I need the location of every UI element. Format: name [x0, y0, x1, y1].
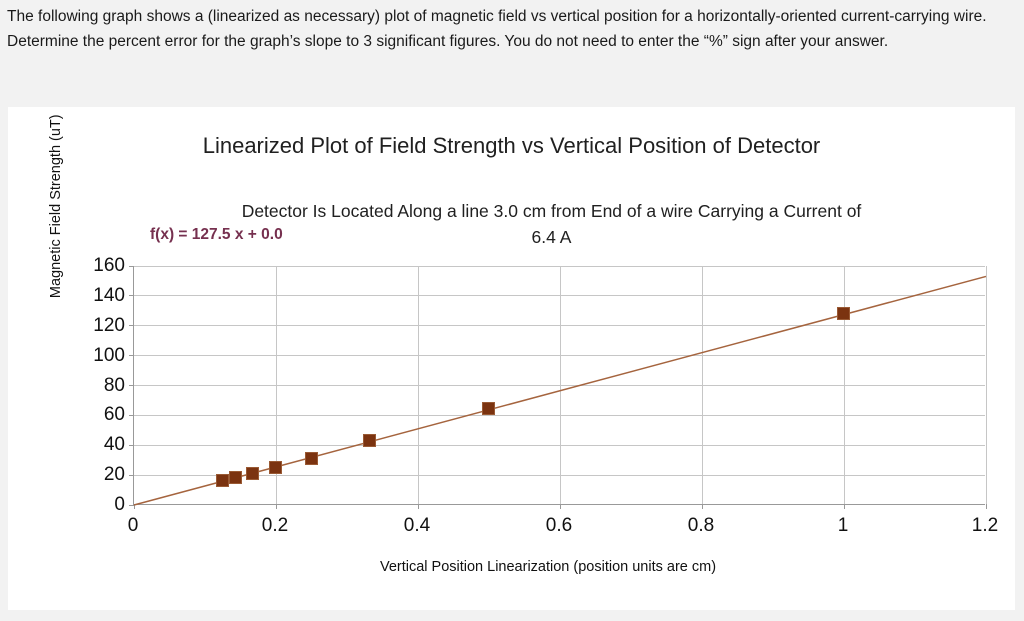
y-tick-mark: [129, 474, 134, 476]
data-point: [304, 451, 318, 465]
vertical-gridline: [275, 266, 277, 504]
question-text: The following graph shows a (linearized …: [7, 8, 987, 50]
x-tick-mark: [559, 504, 561, 509]
x-tick-mark: [417, 504, 419, 509]
y-tick-mark: [129, 295, 134, 297]
data-point: [363, 433, 377, 447]
y-tick-mark: [129, 265, 134, 267]
data-point: [482, 402, 495, 416]
vertical-gridline: [701, 266, 703, 504]
y-tick-label: 100: [93, 344, 125, 366]
y-tick-label: 40: [103, 434, 125, 456]
x-tick-mark: [843, 504, 845, 509]
vertical-gridline: [843, 266, 845, 504]
data-point: [228, 471, 242, 485]
vertical-gridline: [985, 266, 987, 504]
y-tick-mark: [129, 325, 134, 327]
data-point: [837, 306, 850, 320]
y-tick-label: 160: [93, 255, 125, 276]
x-tick-mark: [275, 504, 277, 509]
data-point: [215, 474, 229, 488]
y-tick-label: 140: [93, 284, 125, 306]
plot-area: [129, 265, 987, 509]
x-tick-label: 0.4: [403, 515, 431, 536]
x-tick-label: 0.8: [687, 515, 715, 536]
chart-subtitle-line1: Detector Is Located Along a line 3.0 cm …: [241, 201, 862, 221]
y-tick-mark: [129, 444, 134, 446]
chart-title: Linearized Plot of Field Strength vs Ver…: [202, 133, 821, 158]
y-tick-mark: [129, 385, 134, 386]
y-tick-mark: [129, 355, 134, 357]
chart-subtitle: Detector Is Located Along a line 3.0 cm …: [88, 198, 1015, 250]
y-tick-label: 60: [103, 404, 125, 426]
x-tick-label: 1.2: [971, 515, 999, 536]
chart-subtitle-line2: 6.4 A: [531, 227, 572, 247]
x-tick-label: 1: [837, 515, 849, 536]
x-tick-mark: [985, 504, 987, 509]
chart-panel: Linearized Plot of Field Strength vs Ver…: [8, 107, 1015, 610]
y-tick-label: 80: [103, 374, 125, 396]
y-tick-mark: [129, 414, 134, 416]
x-tick-label: 0.6: [545, 515, 573, 536]
trend-line: [133, 275, 987, 506]
data-point: [245, 466, 259, 480]
x-tick-label: 0: [127, 515, 139, 536]
x-tick-mark: [133, 504, 135, 509]
trendline-equation: f(x) = 127.5 x + 0.0: [150, 226, 283, 243]
x-axis-title: Vertical Position Linearization (positio…: [379, 559, 717, 575]
y-tick-label: 120: [93, 314, 125, 336]
y-tick-label: 0: [114, 494, 125, 515]
y-tick-mark: [129, 504, 134, 506]
vertical-gridline: [417, 266, 419, 504]
data-point: [269, 460, 282, 474]
trend-line-layer: [133, 275, 987, 506]
x-tick-label: 0.2: [261, 515, 289, 536]
y-tick-label: 20: [103, 464, 125, 486]
x-tick-mark: [701, 504, 703, 509]
vertical-gridline: [559, 266, 561, 504]
y-axis-tick-labels: 0 20 40 60 80 100 120 140 160: [8, 255, 125, 515]
